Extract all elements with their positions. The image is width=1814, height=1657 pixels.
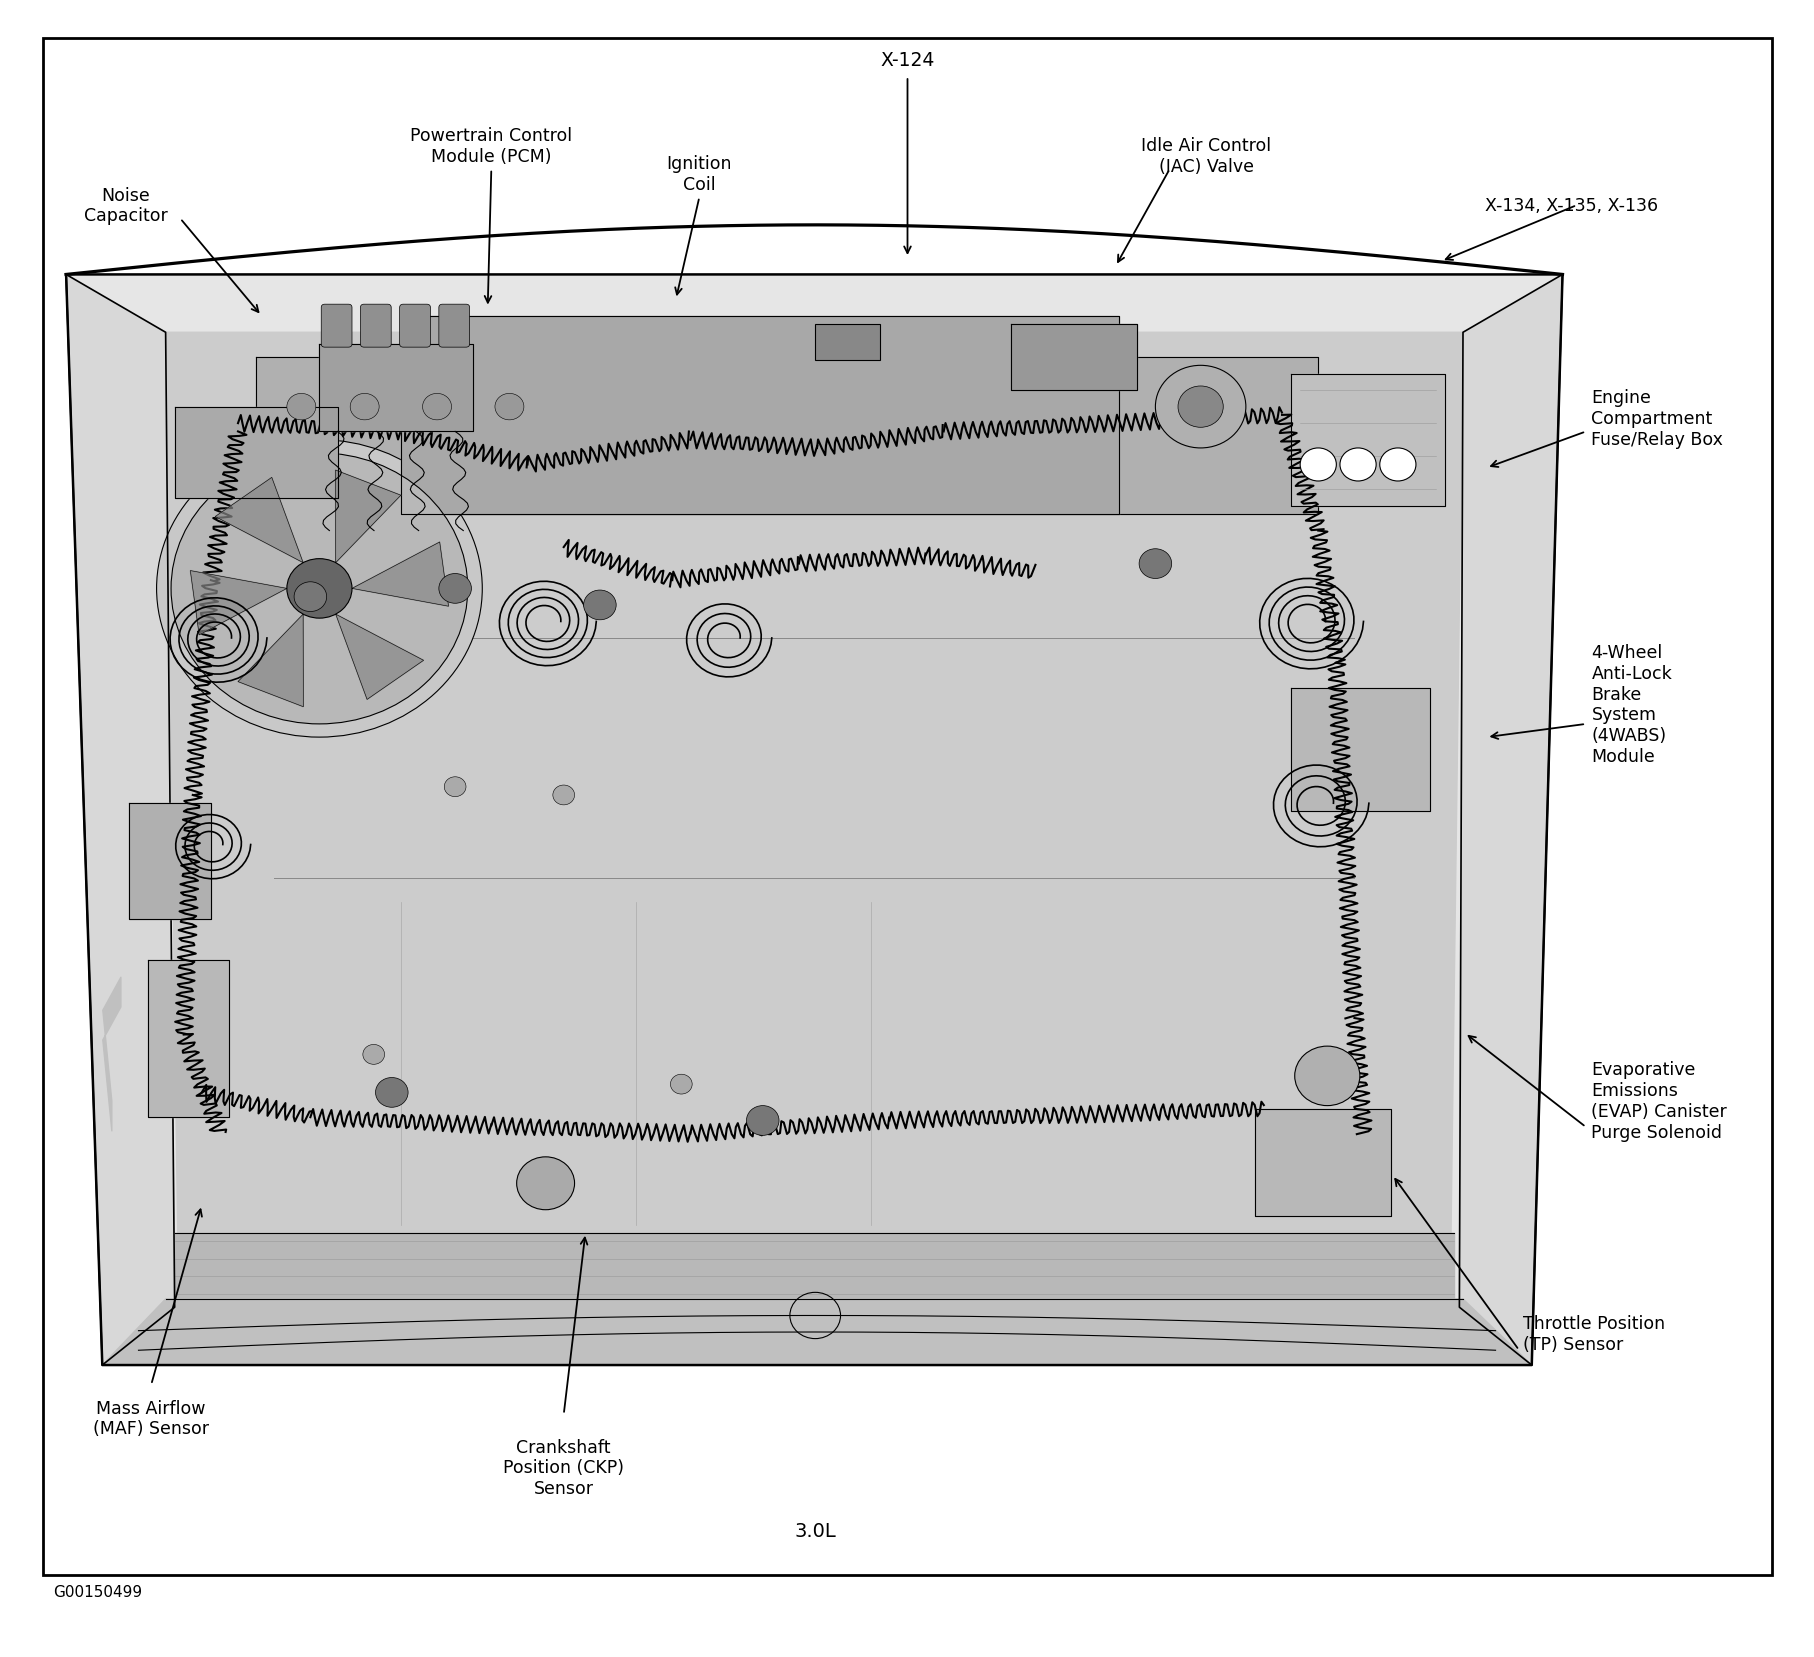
Circle shape	[1299, 449, 1335, 482]
Polygon shape	[190, 572, 287, 635]
Polygon shape	[102, 1299, 1531, 1365]
Circle shape	[439, 575, 472, 603]
Polygon shape	[336, 471, 401, 563]
Text: Mass Airflow
(MAF) Sensor: Mass Airflow (MAF) Sensor	[93, 1399, 209, 1438]
Circle shape	[287, 394, 316, 421]
Polygon shape	[319, 345, 473, 432]
FancyBboxPatch shape	[321, 305, 352, 348]
Text: X-124: X-124	[880, 51, 934, 70]
Circle shape	[375, 1077, 408, 1107]
Circle shape	[1339, 449, 1375, 482]
Polygon shape	[165, 333, 1462, 1307]
Polygon shape	[352, 542, 448, 606]
Polygon shape	[1010, 325, 1137, 391]
Text: Crankshaft
Position (CKP)
Sensor: Crankshaft Position (CKP) Sensor	[502, 1438, 624, 1498]
Text: Ignition
Coil: Ignition Coil	[666, 156, 731, 194]
FancyBboxPatch shape	[439, 305, 470, 348]
Text: X-134, X-135, X-136: X-134, X-135, X-136	[1484, 197, 1658, 215]
Polygon shape	[147, 961, 229, 1117]
Text: Throttle Position
(TP) Sensor: Throttle Position (TP) Sensor	[1522, 1314, 1663, 1354]
Circle shape	[669, 1075, 691, 1094]
Circle shape	[294, 582, 327, 611]
Circle shape	[1156, 366, 1244, 449]
Circle shape	[287, 560, 352, 618]
Circle shape	[517, 1157, 575, 1210]
Circle shape	[423, 394, 452, 421]
Text: 3.0L: 3.0L	[795, 1521, 836, 1539]
Circle shape	[171, 454, 468, 724]
Polygon shape	[256, 358, 1317, 515]
Text: Idle Air Control
(IAC) Valve: Idle Air Control (IAC) Valve	[1141, 138, 1270, 176]
Text: 4-Wheel
Anti-Lock
Brake
System
(4WABS)
Module: 4-Wheel Anti-Lock Brake System (4WABS) M…	[1591, 643, 1671, 766]
Circle shape	[156, 441, 483, 737]
Polygon shape	[1290, 374, 1444, 507]
Circle shape	[746, 1105, 778, 1135]
Polygon shape	[129, 804, 210, 920]
Circle shape	[363, 1046, 385, 1065]
Polygon shape	[65, 275, 1562, 1365]
Circle shape	[350, 394, 379, 421]
Polygon shape	[238, 615, 303, 708]
Text: Engine
Compartment
Fuse/Relay Box: Engine Compartment Fuse/Relay Box	[1591, 389, 1723, 449]
Circle shape	[444, 777, 466, 797]
Polygon shape	[216, 479, 303, 563]
Polygon shape	[65, 275, 174, 1365]
Circle shape	[1177, 386, 1223, 428]
Polygon shape	[1253, 1109, 1390, 1216]
Polygon shape	[401, 316, 1119, 515]
Polygon shape	[1290, 688, 1429, 812]
FancyBboxPatch shape	[399, 305, 430, 348]
Text: G00150499: G00150499	[53, 1584, 143, 1599]
Circle shape	[1293, 1047, 1359, 1105]
Polygon shape	[174, 1233, 1453, 1307]
FancyBboxPatch shape	[361, 305, 392, 348]
Circle shape	[1139, 550, 1172, 580]
Polygon shape	[1458, 275, 1562, 1365]
Text: Evaporative
Emissions
(EVAP) Canister
Purge Solenoid: Evaporative Emissions (EVAP) Canister Pu…	[1591, 1060, 1727, 1142]
Circle shape	[495, 394, 524, 421]
Text: Noise
Capacitor: Noise Capacitor	[83, 187, 167, 225]
Circle shape	[1379, 449, 1415, 482]
Bar	[814, 325, 880, 361]
Circle shape	[553, 785, 575, 805]
Circle shape	[584, 590, 615, 620]
Polygon shape	[174, 408, 337, 499]
Text: Powertrain Control
Module (PCM): Powertrain Control Module (PCM)	[410, 128, 571, 166]
Polygon shape	[336, 615, 423, 699]
